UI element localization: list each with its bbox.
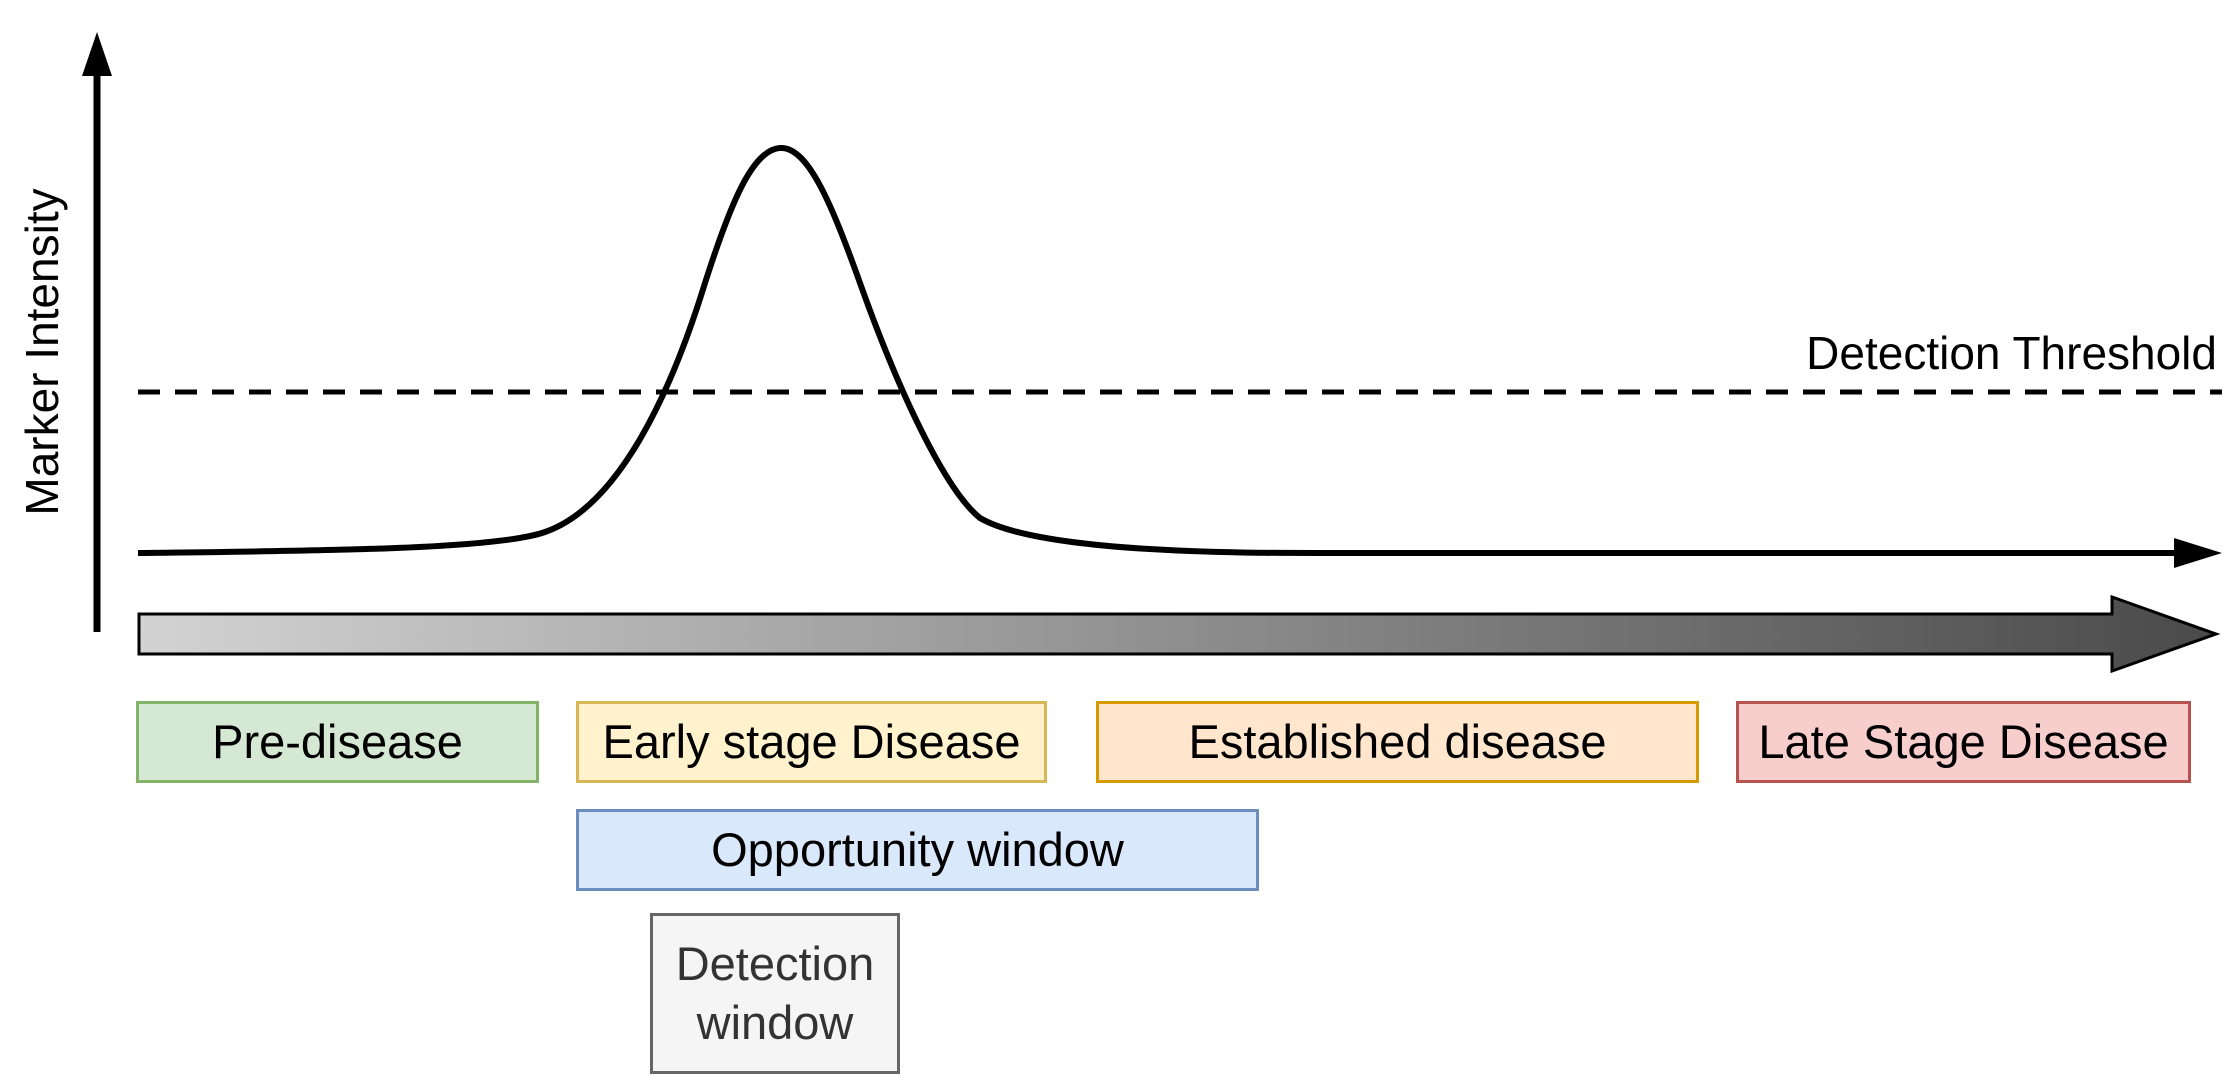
stage-late-disease: Late Stage Disease <box>1736 701 2191 783</box>
y-axis-label: Marker Intensity <box>16 188 68 516</box>
marker-intensity-curve <box>137 145 2180 556</box>
stage-pre-disease: Pre-disease <box>136 701 539 783</box>
stage-early-disease: Early stage Disease <box>576 701 1047 783</box>
y-axis-arrowhead <box>82 32 112 76</box>
curve-arrowhead <box>2174 538 2222 568</box>
detection-threshold-label: Detection Threshold <box>1806 327 2217 379</box>
detection-window-box: Detection window <box>650 913 900 1074</box>
stage-established-disease: Established disease <box>1096 701 1699 783</box>
opportunity-window-box: Opportunity window <box>576 809 1259 891</box>
time-gradient-arrow <box>137 594 2221 674</box>
